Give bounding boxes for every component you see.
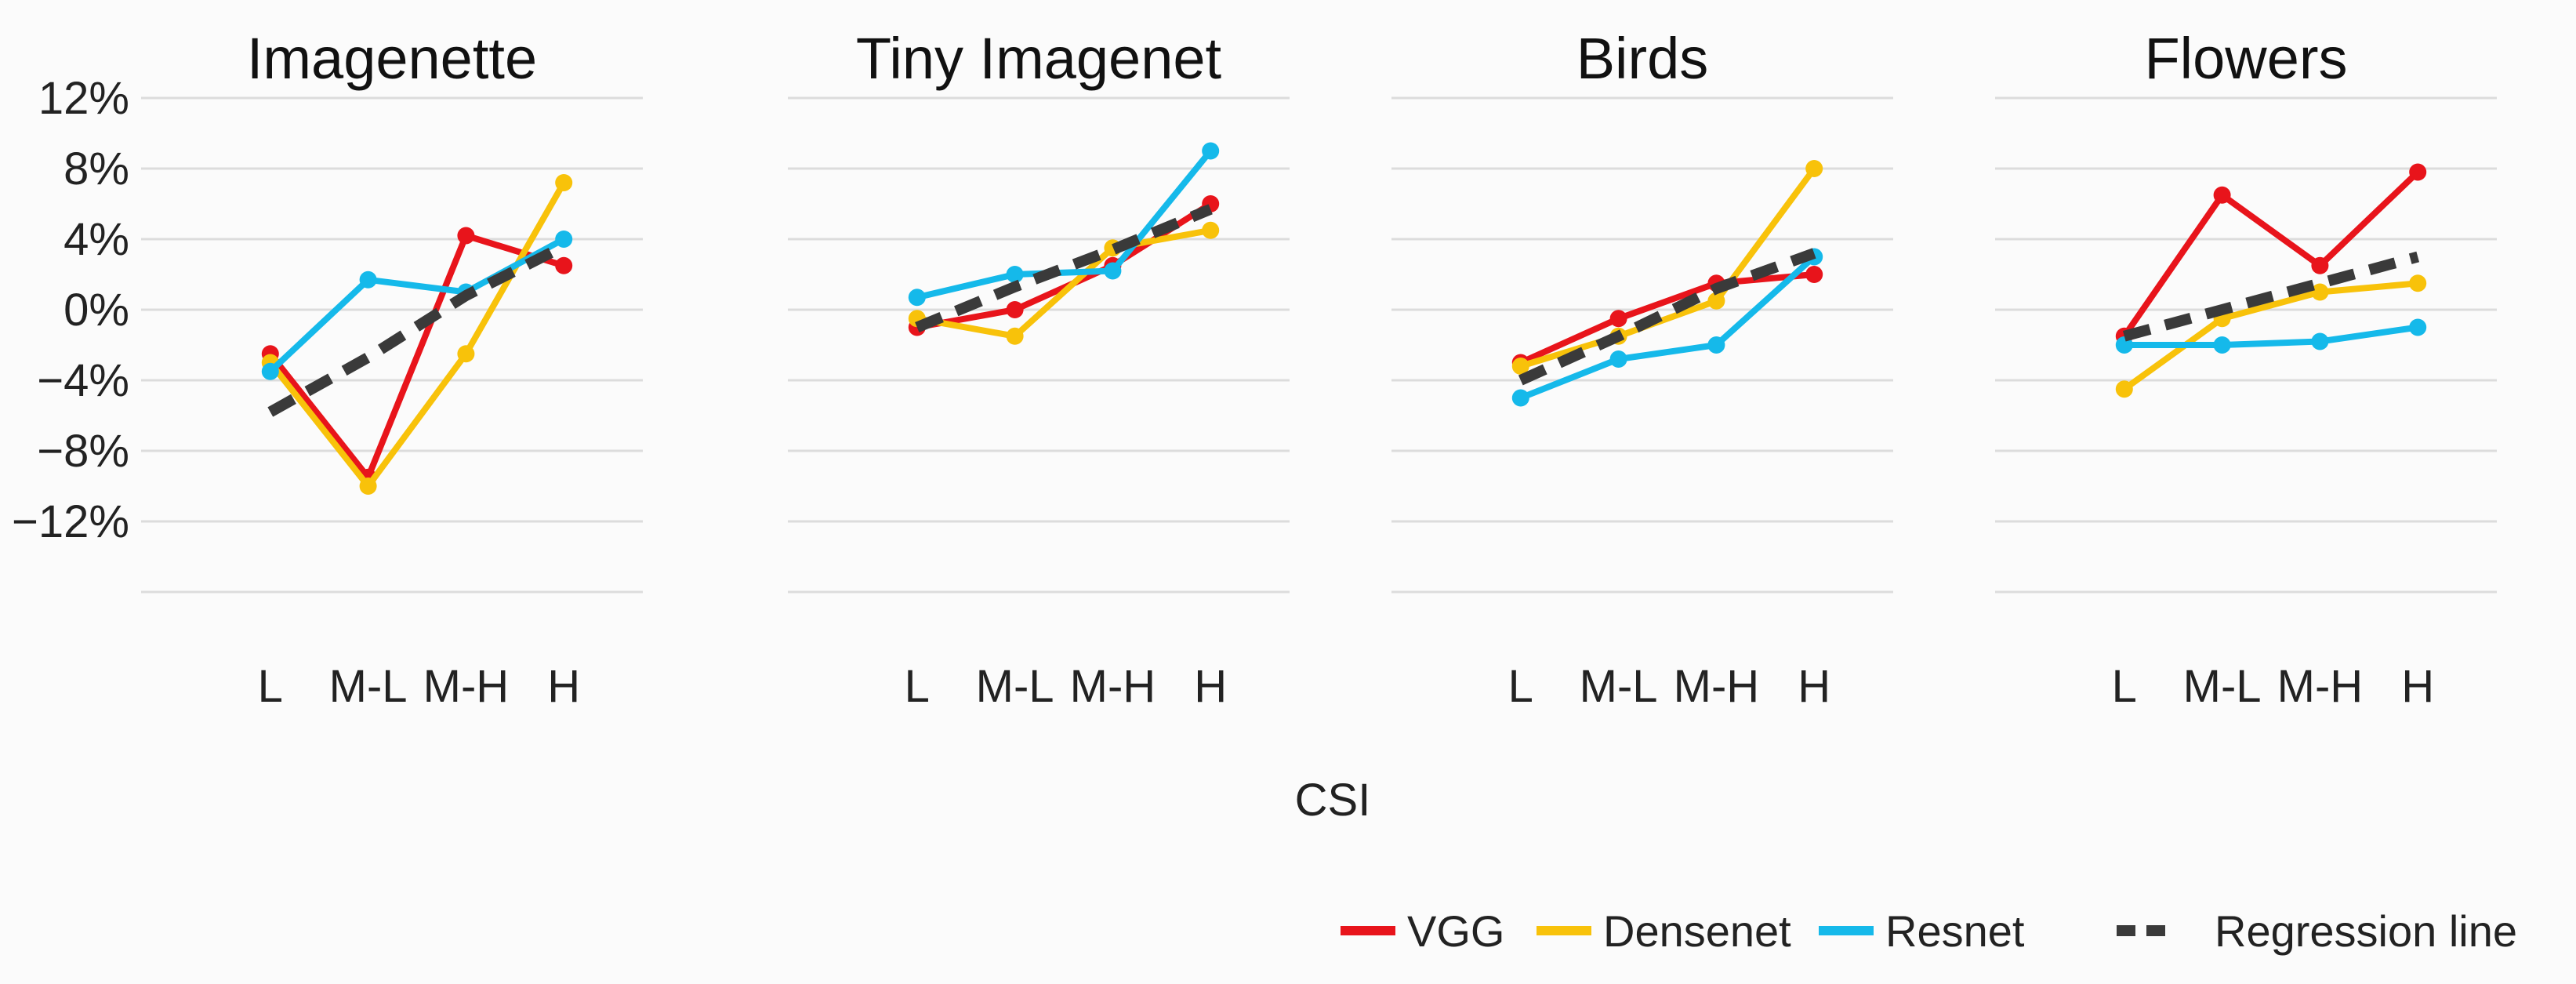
data-point-vgg — [1609, 310, 1627, 328]
x-tick-label: M-H — [1674, 661, 1760, 712]
data-point-resnet — [1511, 389, 1529, 407]
data-point-densenet — [1511, 358, 1529, 375]
series-line-regression-line — [2122, 251, 2420, 342]
data-point-vgg — [1006, 301, 1024, 318]
data-point-vgg — [457, 227, 475, 245]
series-line-resnet — [1517, 253, 1818, 401]
y-axis: 12% 8% 4% 0% −4% −8% −12% — [12, 73, 129, 547]
y-tick-label: 4% — [63, 214, 129, 265]
data-point-vgg — [2409, 163, 2427, 181]
legend-item-regression-line: Regression line — [2117, 906, 2517, 956]
data-point-densenet — [555, 174, 573, 191]
chart-panel: Imagenette L M-L M-H H — [141, 26, 643, 712]
panel-title: Flowers — [2144, 26, 2347, 91]
data-point-densenet — [1202, 221, 1220, 239]
legend-label: Resnet — [1885, 906, 2025, 956]
series-line-resnet — [267, 236, 568, 375]
x-tick-label: M-H — [2277, 661, 2364, 712]
x-tick-label: H — [547, 661, 580, 712]
series-line-regression-line — [1518, 248, 1816, 386]
data-point-densenet — [2409, 274, 2427, 292]
data-point-densenet — [1805, 160, 1823, 177]
series-line-resnet — [2121, 324, 2422, 348]
x-tick-label: M-H — [1070, 661, 1156, 712]
x-tick-label: M-L — [329, 661, 408, 712]
data-point-densenet — [2115, 380, 2133, 398]
data-point-resnet — [261, 362, 279, 380]
x-tick-label: H — [1194, 661, 1227, 712]
series-line-resnet — [913, 147, 1214, 301]
series-line-vgg — [1517, 271, 1818, 366]
chart-panel: Flowers L M-L M-H H — [1995, 26, 2497, 712]
chart-panel: Birds L M-L M-H H — [1391, 26, 1893, 712]
data-point-densenet — [1707, 292, 1725, 310]
data-point-vgg — [555, 256, 573, 274]
data-point-resnet — [2213, 336, 2231, 354]
series-line-densenet — [2121, 280, 2422, 393]
data-point-densenet — [2311, 283, 2329, 301]
data-point-resnet — [908, 289, 926, 307]
chart-panel: Tiny Imagenet L M-L M-H H — [788, 26, 1290, 712]
y-tick-label: −12% — [12, 496, 129, 547]
x-tick-label: M-L — [976, 661, 1054, 712]
data-point-resnet — [2311, 332, 2329, 350]
data-point-resnet — [1006, 266, 1024, 283]
series-line-vgg — [267, 232, 568, 481]
x-tick-label: L — [258, 661, 283, 712]
data-point-densenet — [457, 345, 475, 363]
panel-title: Imagenette — [247, 26, 537, 91]
legend-label: VGG — [1407, 906, 1504, 956]
panel-title: Birds — [1576, 26, 1709, 91]
x-axis-label: CSI — [1295, 775, 1371, 826]
data-point-densenet — [359, 477, 377, 495]
legend-label: Regression line — [2215, 906, 2517, 956]
data-point-vgg — [2213, 186, 2231, 204]
data-point-vgg — [2311, 256, 2329, 274]
x-tick-label: M-L — [2183, 661, 2262, 712]
y-tick-label: 8% — [63, 143, 129, 194]
x-tick-label: H — [2401, 661, 2434, 712]
data-point-resnet — [2409, 318, 2427, 336]
x-tick-label: M-H — [423, 661, 510, 712]
data-point-resnet — [555, 231, 573, 248]
legend-item-densenet: Densenet — [1537, 906, 1791, 956]
legend-item-vgg: VGG — [1341, 906, 1504, 956]
x-tick-label: H — [1798, 661, 1830, 712]
series-line-regression-line — [267, 241, 567, 417]
x-tick-label: L — [1508, 661, 1533, 712]
data-point-resnet — [1707, 336, 1725, 354]
x-tick-label: L — [2112, 661, 2137, 712]
data-point-densenet — [1006, 327, 1024, 345]
data-point-resnet — [1609, 350, 1627, 368]
x-tick-label: L — [905, 661, 930, 712]
y-tick-label: −8% — [37, 426, 129, 477]
data-point-resnet — [1202, 142, 1220, 160]
series-line-densenet — [913, 227, 1214, 339]
series-line-vgg — [2121, 169, 2422, 339]
x-tick-label: M-L — [1580, 661, 1658, 712]
series-line-regression-line — [915, 204, 1213, 332]
data-point-resnet — [1104, 262, 1122, 280]
y-tick-label: 0% — [63, 285, 129, 336]
legend-label: Densenet — [1603, 906, 1791, 956]
data-point-vgg — [1805, 266, 1823, 283]
legend-item-resnet: Resnet — [1819, 906, 2025, 956]
series-line-densenet — [1517, 165, 1818, 369]
y-tick-label: −4% — [37, 355, 129, 406]
panel-title: Tiny Imagenet — [856, 26, 1222, 91]
legend: VGG Densenet Resnet Regression line — [1341, 906, 2517, 956]
data-point-resnet — [359, 271, 377, 289]
y-tick-label: 12% — [38, 73, 129, 124]
